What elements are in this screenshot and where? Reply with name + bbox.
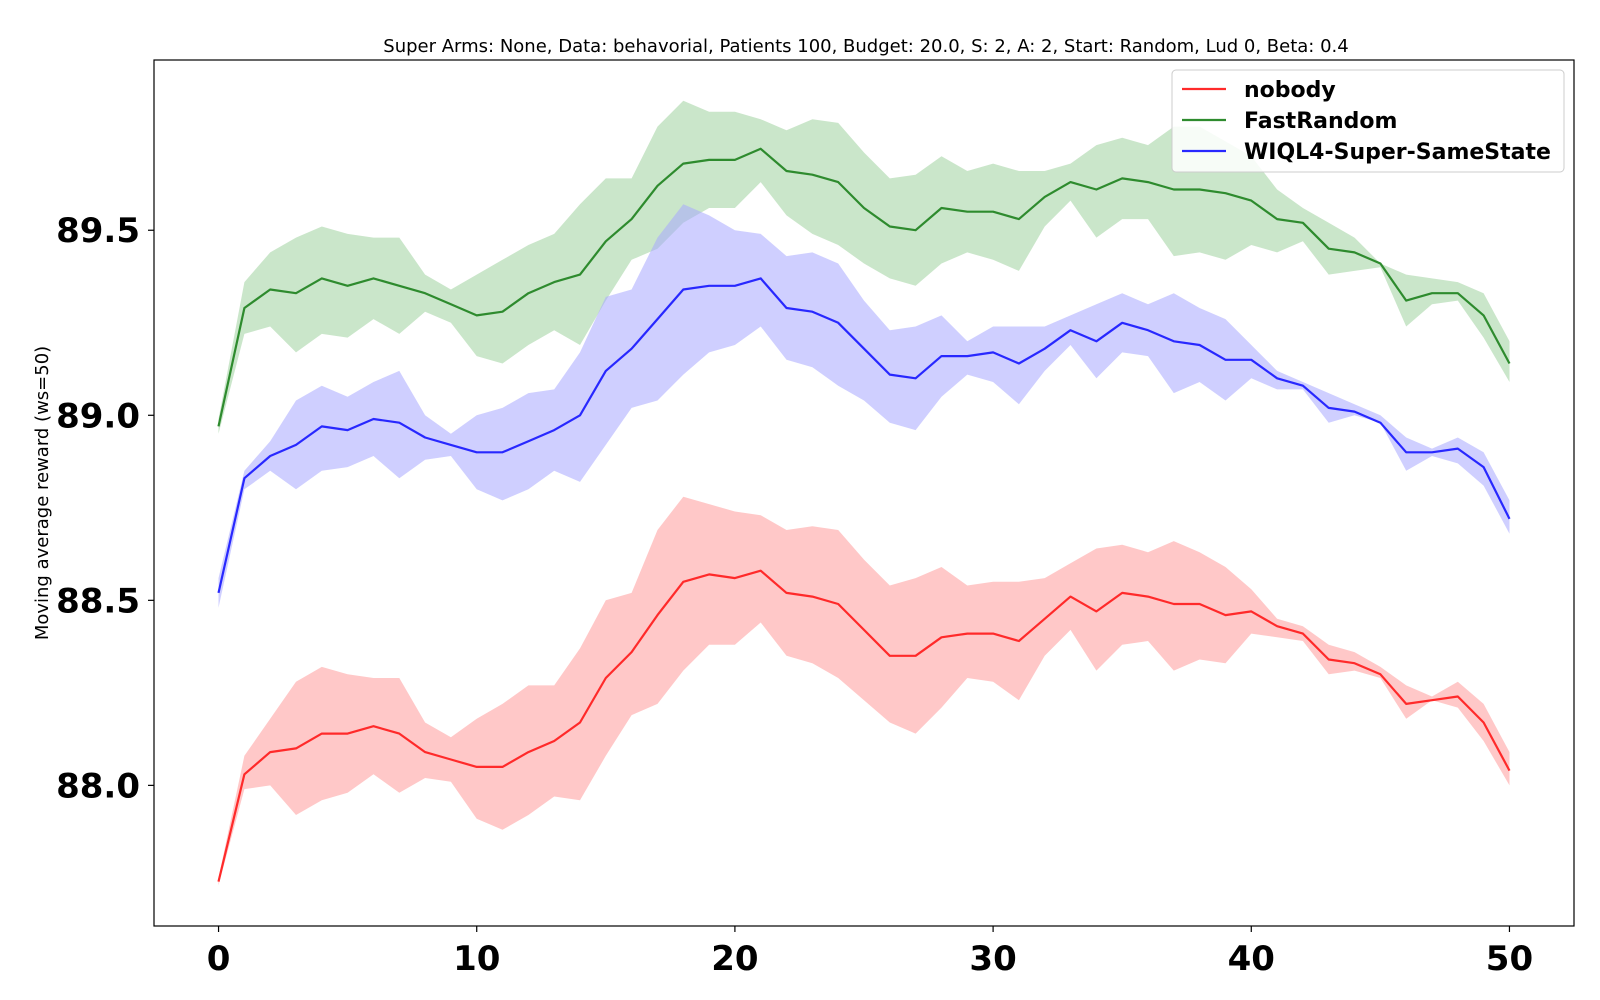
series-lines <box>217 147 1511 882</box>
x-tick-label: 10 <box>453 939 500 979</box>
confidence-bands <box>218 100 1510 886</box>
x-tick-label: 40 <box>1228 939 1275 979</box>
legend: nobody FastRandom WIQL4-Super-SameState <box>1171 69 1565 173</box>
y-tick-label: 88.5 <box>56 581 140 621</box>
series-line-nobody <box>217 569 1511 882</box>
y-axis: 88.0 88.5 89.0 89.5 <box>56 211 154 806</box>
x-tick-label: 30 <box>969 939 1016 979</box>
y-axis-title: Moving average reward (ws=50) <box>32 346 53 640</box>
x-tick-label: 20 <box>711 939 758 979</box>
x-axis: 0 10 20 30 40 50 <box>207 926 1533 979</box>
legend-label: nobody <box>1244 78 1336 103</box>
legend-label: FastRandom <box>1244 109 1397 134</box>
x-tick-label: 0 <box>207 939 231 979</box>
series-line-fastrandom <box>217 147 1511 427</box>
y-tick-label: 89.5 <box>56 211 140 251</box>
series-line-wiql4-super-samestate <box>217 277 1511 594</box>
chart-title: Super Arms: None, Data: behavorial, Pati… <box>383 36 1348 57</box>
legend-label: WIQL4-Super-SameState <box>1244 140 1551 165</box>
band-wiql4-super-samestate <box>218 204 1510 608</box>
y-tick-label: 89.0 <box>56 396 140 436</box>
plot-frame <box>153 59 1575 927</box>
y-tick-label: 88.0 <box>56 766 140 806</box>
legend-box <box>1171 69 1565 173</box>
x-tick-label: 50 <box>1486 939 1533 979</box>
band-nobody <box>218 496 1510 886</box>
band-fastrandom <box>218 100 1510 434</box>
